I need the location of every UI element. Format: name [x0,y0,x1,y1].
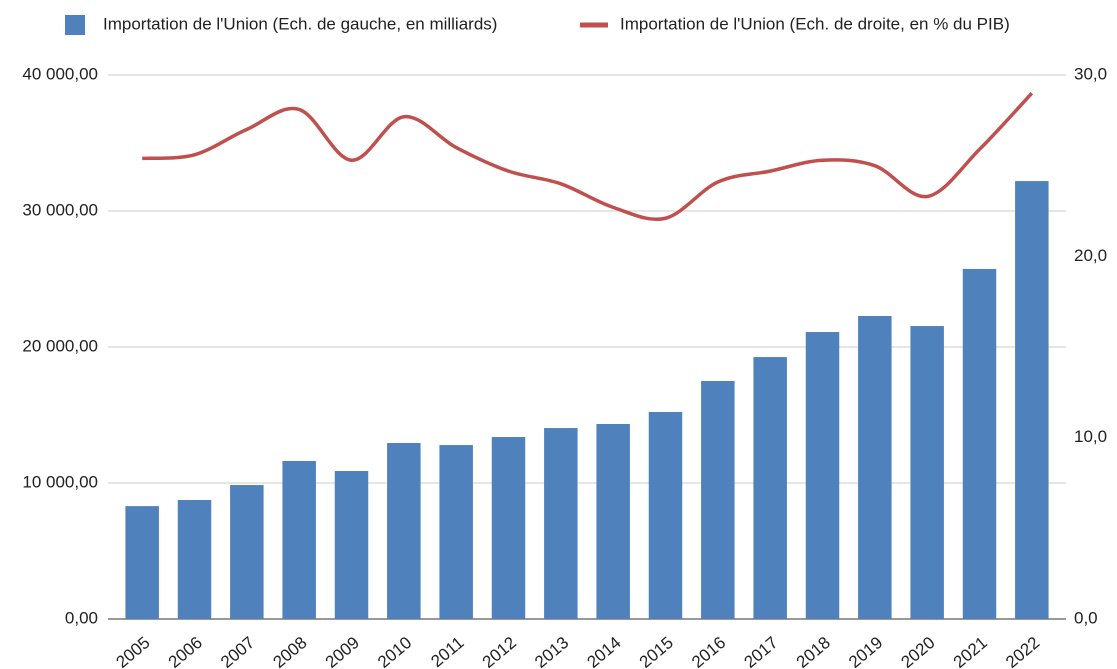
y2-tick-label: 0,0 [1074,608,1098,627]
x-tick-label: 2015 [636,633,677,669]
legend-label: Importation de l'Union (Ech. de gauche, … [103,14,497,33]
bar [230,485,264,619]
bar [648,412,683,619]
line [142,91,1034,221]
bar [962,268,997,619]
x-tick-label: 2005 [112,633,153,669]
bar [282,460,316,619]
bar [125,506,159,619]
bar [177,500,212,619]
x-tick-label: 2010 [374,633,415,669]
x-tick-label: 2017 [740,633,781,669]
x-tick-label: 2008 [269,633,310,669]
bar [753,357,787,619]
y2-tick-label: 30,0 [1074,64,1107,83]
y-tick-label: 30 000,00 [22,200,98,219]
x-tick-label: 2013 [531,633,572,669]
x-tick-label: 2020 [897,633,938,669]
legend-label: Importation de l'Union (Ech. de droite, … [620,14,1010,33]
x-tick-label: 2006 [165,633,206,669]
bar [805,332,840,619]
x-tick-label: 2021 [950,633,991,669]
bar [491,437,526,619]
bar [596,423,630,619]
bar [910,326,944,619]
bar [439,445,473,619]
y2-tick-label: 10,0 [1074,427,1107,446]
bar [858,315,892,619]
y-tick-label: 20 000,00 [22,336,98,355]
bar [701,381,735,619]
y-tick-label: 40 000,00 [22,64,98,83]
x-tick-label: 2016 [688,633,729,669]
bar [387,443,421,619]
x-tick-label: 2019 [845,633,886,669]
x-tick-label: 2011 [427,633,467,669]
y-tick-label: 0,00 [65,608,98,627]
y-tick-label: 10 000,00 [22,472,98,491]
x-tick-label: 2014 [583,633,624,669]
x-tick-label: 2007 [217,633,258,669]
x-tick-label: 2018 [793,633,834,669]
x-tick-label: 2012 [479,633,520,669]
y2-tick-label: 20,0 [1074,246,1107,265]
bar [544,428,578,619]
legend-swatch [65,15,85,35]
x-tick-label: 2022 [1002,633,1043,669]
bar [334,471,369,619]
x-tick-label: 2009 [322,633,363,669]
bar [1015,181,1049,619]
